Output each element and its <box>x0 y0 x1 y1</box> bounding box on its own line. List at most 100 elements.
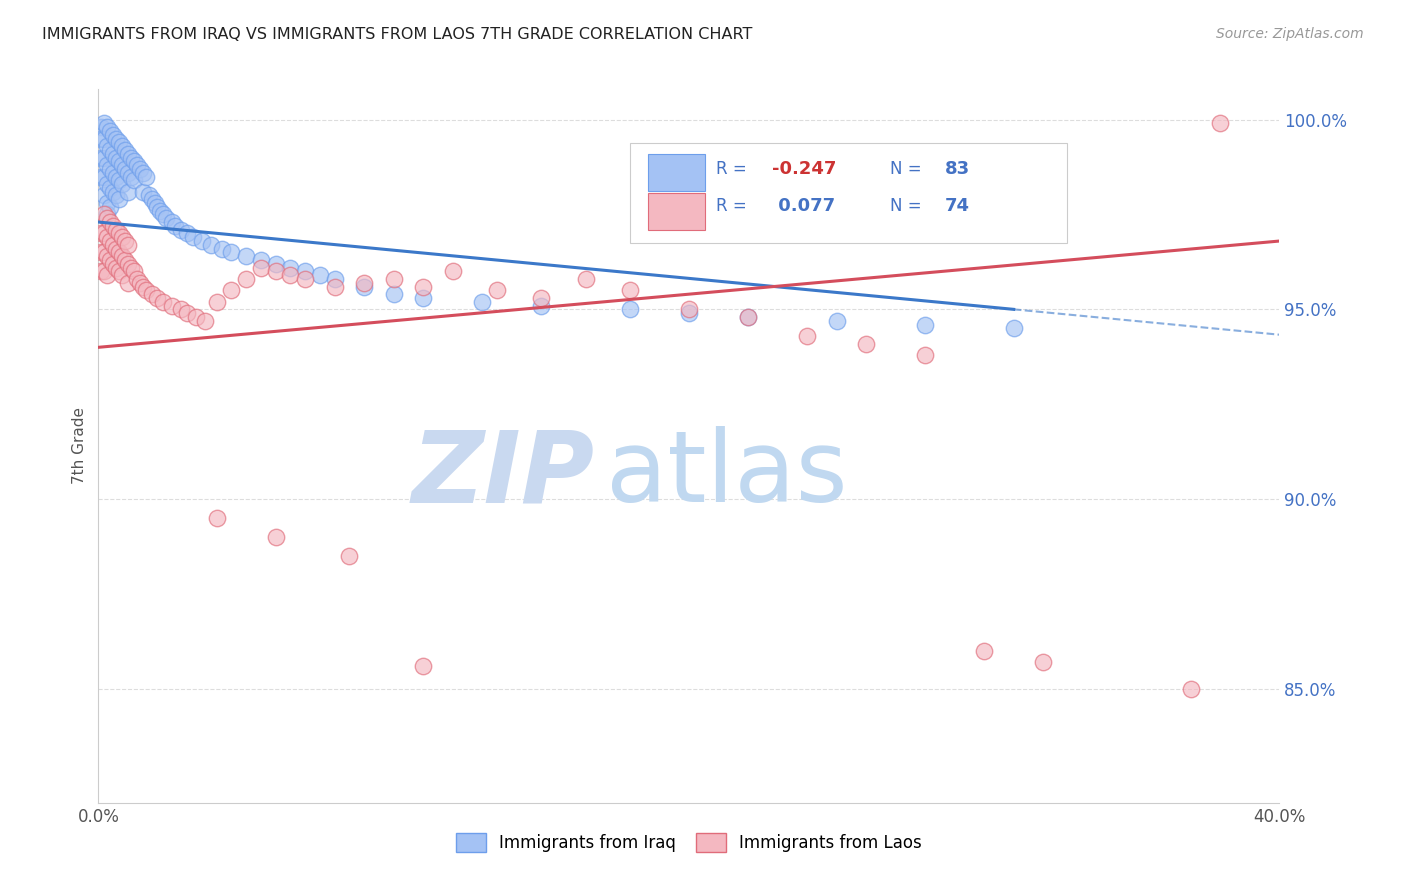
Point <box>117 146 139 161</box>
Point <box>152 294 174 309</box>
Point <box>825 314 848 328</box>
Point <box>678 302 700 317</box>
Point <box>471 294 494 309</box>
Point <box>914 318 936 332</box>
Point <box>111 158 134 172</box>
Point <box>90 151 112 165</box>
Point <box>575 272 598 286</box>
Point <box>796 329 818 343</box>
Point <box>108 227 131 241</box>
Point <box>221 284 243 298</box>
Point <box>382 287 405 301</box>
Point <box>280 260 302 275</box>
Text: N =: N = <box>890 161 927 178</box>
Text: Source: ZipAtlas.com: Source: ZipAtlas.com <box>1216 27 1364 41</box>
Point <box>111 139 134 153</box>
Point <box>441 264 464 278</box>
Point <box>221 245 243 260</box>
Point <box>105 169 128 184</box>
Point <box>98 215 121 229</box>
Point <box>93 188 115 202</box>
Text: ZIP: ZIP <box>412 426 595 523</box>
Point <box>117 237 139 252</box>
Point <box>98 200 121 214</box>
Point <box>165 219 187 233</box>
Point <box>280 268 302 283</box>
Point <box>122 264 145 278</box>
Point <box>103 185 125 199</box>
Point <box>105 188 128 202</box>
Point <box>530 291 553 305</box>
Point <box>135 169 157 184</box>
Text: 83: 83 <box>945 161 970 178</box>
Point <box>135 284 157 298</box>
Point <box>103 166 125 180</box>
Point <box>96 230 118 244</box>
Point <box>111 230 134 244</box>
Point <box>103 128 125 142</box>
Point <box>132 166 155 180</box>
FancyBboxPatch shape <box>630 143 1067 243</box>
Point <box>114 234 136 248</box>
Point <box>93 169 115 184</box>
Point <box>93 207 115 221</box>
Point <box>149 203 172 218</box>
Point <box>1002 321 1025 335</box>
Point <box>125 158 148 172</box>
Point <box>93 131 115 145</box>
Text: IMMIGRANTS FROM IRAQ VS IMMIGRANTS FROM LAOS 7TH GRADE CORRELATION CHART: IMMIGRANTS FROM IRAQ VS IMMIGRANTS FROM … <box>42 27 752 42</box>
Point <box>117 276 139 290</box>
Point <box>105 151 128 165</box>
Point <box>973 644 995 658</box>
Point <box>93 151 115 165</box>
Point <box>122 154 145 169</box>
Point <box>96 196 118 211</box>
Point <box>103 257 125 271</box>
Point <box>117 185 139 199</box>
Point <box>170 302 193 317</box>
Point <box>96 177 118 191</box>
Point <box>103 219 125 233</box>
Point <box>162 215 183 229</box>
FancyBboxPatch shape <box>648 154 706 191</box>
Point <box>98 234 121 248</box>
Point <box>132 279 155 293</box>
Text: R =: R = <box>716 161 752 178</box>
Point <box>194 314 217 328</box>
Point <box>117 166 139 180</box>
Text: -0.247: -0.247 <box>772 161 837 178</box>
Point <box>125 272 148 286</box>
Point <box>143 196 166 211</box>
Point <box>181 230 204 244</box>
Point <box>191 234 214 248</box>
Point <box>90 131 112 145</box>
Point <box>146 200 169 214</box>
Point <box>105 131 128 145</box>
Point <box>132 185 155 199</box>
Point <box>98 161 121 176</box>
Point <box>96 207 118 221</box>
Point <box>93 116 115 130</box>
Point <box>108 245 131 260</box>
Point <box>619 284 641 298</box>
Point <box>486 284 509 298</box>
Point <box>914 348 936 362</box>
Point <box>105 222 128 236</box>
Point <box>111 268 134 283</box>
Point <box>103 237 125 252</box>
Point <box>737 310 759 324</box>
Text: R =: R = <box>716 196 752 214</box>
Point <box>294 272 316 286</box>
Text: N =: N = <box>890 196 927 214</box>
Point <box>170 222 193 236</box>
Point <box>120 151 142 165</box>
Point <box>1180 681 1202 696</box>
Point <box>114 143 136 157</box>
Point <box>184 310 207 324</box>
Point <box>105 242 128 256</box>
Point <box>108 192 131 206</box>
Point <box>114 252 136 267</box>
Point <box>120 169 142 184</box>
Y-axis label: 7th Grade: 7th Grade <box>72 408 87 484</box>
Point <box>90 120 112 135</box>
